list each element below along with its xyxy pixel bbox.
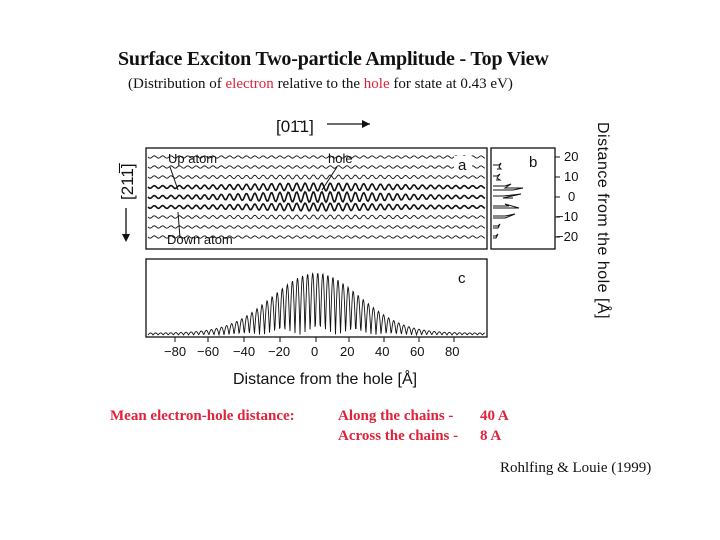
y-tick-label: −20 (556, 229, 578, 244)
subtitle-hole: hole (363, 76, 390, 92)
chain-line (147, 182, 486, 193)
chain-line (147, 165, 486, 169)
chain-line (147, 174, 486, 180)
y-tick-label: 20 (564, 149, 578, 164)
panel-b-frame (490, 147, 556, 250)
label-down-atom: Down atom (167, 232, 233, 247)
x-ticks (174, 337, 455, 342)
panel-a-label-bg (454, 156, 472, 172)
pointer-hole (321, 166, 338, 191)
label-hole: hole (328, 151, 353, 166)
x-tick-label: −40 (233, 344, 255, 359)
x-tick-label: 60 (410, 344, 424, 359)
panel-a-frame (145, 147, 488, 250)
x-tick-label: −80 (164, 344, 186, 359)
panel-b-profile (493, 162, 524, 239)
x-tick-label: 20 (340, 344, 354, 359)
x-tick-label: 0 (311, 344, 318, 359)
panel-c-oscillation (147, 272, 486, 337)
along-chains-value: 40 A (480, 408, 509, 424)
x-tick-label: 40 (375, 344, 389, 359)
pointer-up-atom (169, 166, 179, 191)
x-tick-label: 80 (445, 344, 459, 359)
y-axis-label: Distance from the hole [Å] (594, 122, 613, 319)
direction-left-label: [211̅] (118, 163, 137, 200)
direction-top-label: [01̄1] (276, 117, 314, 136)
label-up-atom: Up atom (168, 151, 217, 166)
panel-a-chains (147, 155, 486, 239)
x-tick-label: −20 (268, 344, 290, 359)
panel-c-label: c (458, 270, 466, 287)
direction-top-arrowhead (362, 120, 370, 128)
slide-title: Surface Exciton Two-particle Amplitude -… (118, 48, 549, 70)
across-chains-label: Across the chains - (338, 428, 459, 444)
subtitle-suffix: for state at 0.43 eV) (389, 76, 513, 92)
y-tick-label: −10 (556, 209, 578, 224)
mean-distance-label: Mean electron-hole distance: (110, 408, 295, 424)
subtitle-electron: electron (225, 76, 274, 92)
chain-line (147, 225, 486, 229)
across-chains-value: 8 A (480, 428, 502, 444)
chain-line (147, 214, 486, 220)
citation: Rohlfing & Louie (1999) (500, 460, 652, 476)
x-axis-label: Distance from the hole [Å] (233, 369, 417, 388)
subtitle-prefix: (Distribution of (128, 76, 226, 92)
direction-left-arrowhead (122, 234, 130, 242)
y-tick-label: 0 (568, 189, 575, 204)
panel-a-label: a (458, 157, 467, 174)
x-tick-label: −60 (197, 344, 219, 359)
chain-line (147, 155, 486, 159)
chain-line (147, 190, 486, 204)
panel-b-label: b (529, 154, 537, 171)
slide-subtitle: (Distribution of electron relative to th… (128, 76, 513, 93)
chain-line (147, 202, 486, 213)
y-tick-label: 10 (564, 169, 578, 184)
chain-line (147, 235, 486, 239)
pointer-down-atom (177, 211, 181, 239)
subtitle-middle: relative to the (273, 76, 364, 92)
panel-b-ticks (555, 156, 560, 238)
along-chains-label: Along the chains - (338, 408, 454, 424)
